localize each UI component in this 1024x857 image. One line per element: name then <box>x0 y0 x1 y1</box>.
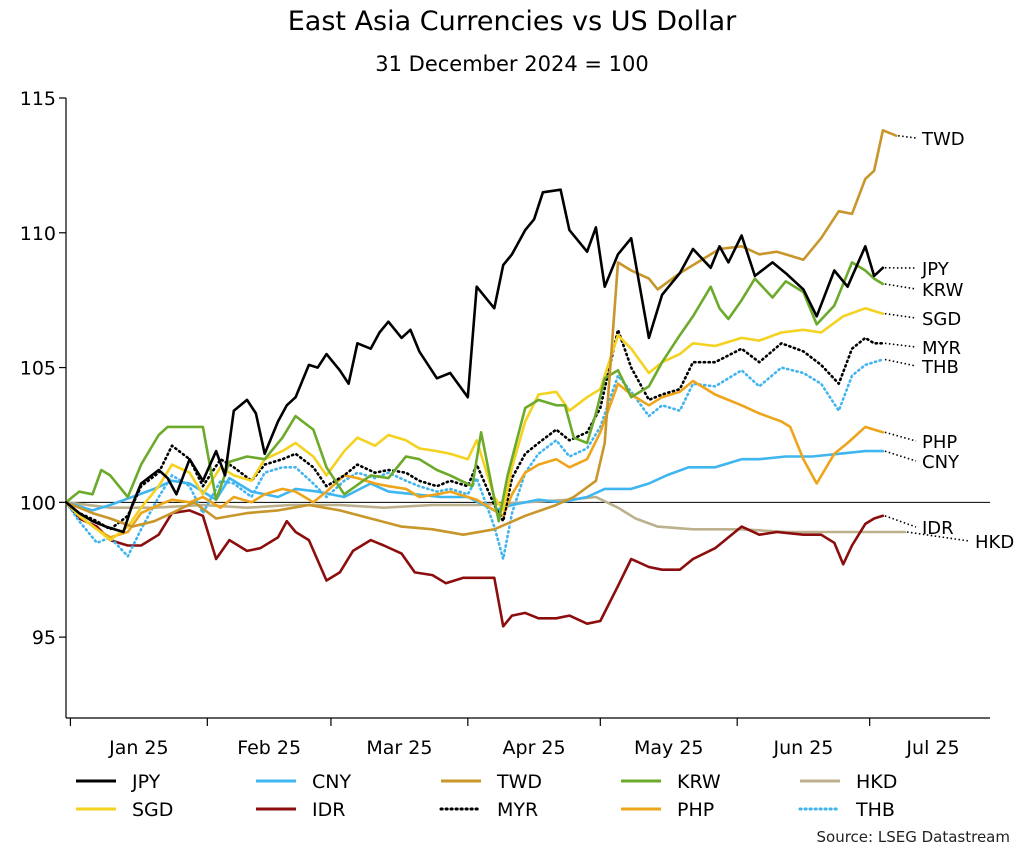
end-label-leader-twd <box>898 134 917 139</box>
end-label-leader-php <box>884 431 917 442</box>
legend-label-twd: TWD <box>496 771 542 793</box>
legend-label-php: PHP <box>677 799 714 821</box>
y-tick-label: 95 <box>32 627 56 649</box>
source-note: Source: LSEG Datastream <box>816 828 1010 846</box>
legend-label-sgd: SGD <box>132 799 173 821</box>
x-tick-label: Apr 25 <box>503 737 566 759</box>
series-line-jpy <box>64 188 885 534</box>
series-line-idr <box>64 500 885 628</box>
y-tick-label: 100 <box>20 492 56 514</box>
legend-label-thb: THB <box>855 799 895 821</box>
chart-subtitle: 31 December 2024 = 100 <box>375 52 649 76</box>
y-tick-label: 110 <box>20 223 56 245</box>
end-label-jpy: JPY <box>921 259 950 280</box>
legend-label-myr: MYR <box>497 799 538 821</box>
end-label-leader-thb <box>884 358 917 367</box>
chart-axes: 95 100 105 110 115 Jan 25 Feb 25 Mar 25 Apr 25 Ma… <box>20 88 990 759</box>
end-label-leader-cny <box>884 450 917 462</box>
y-tick-label: 115 <box>20 88 56 110</box>
series-line-twd <box>64 129 898 537</box>
end-label-leader-idr <box>884 515 917 528</box>
x-tick-label: May 25 <box>634 737 704 759</box>
chart-series-lines <box>64 129 907 628</box>
series-line-myr <box>64 328 885 531</box>
end-label-leader-hkd <box>906 531 970 542</box>
x-tick-label: Mar 25 <box>366 737 432 759</box>
end-label-myr: MYR <box>922 338 961 359</box>
x-tick-label: Feb 25 <box>237 737 301 759</box>
end-label-hkd: HKD <box>975 532 1014 553</box>
series-line-krw <box>64 261 885 523</box>
x-tick-label: Jul 25 <box>905 737 959 759</box>
x-tick-label: Jun 25 <box>772 737 833 759</box>
x-tick-label: Jan 25 <box>108 737 169 759</box>
chart-legend: JPY CNY TWD KRW HKD SGD IDR MYR PHP THB <box>76 771 897 821</box>
end-label-leader-myr <box>884 342 917 348</box>
legend-label-krw: KRW <box>677 771 721 793</box>
series-line-php <box>64 379 885 539</box>
series-line-sgd <box>64 306 885 542</box>
legend-label-hkd: HKD <box>856 771 897 793</box>
end-label-leader-krw <box>884 283 917 290</box>
end-label-leader-sgd <box>884 312 917 319</box>
legend-label-cny: CNY <box>312 771 351 793</box>
legend-label-jpy: JPY <box>131 771 161 793</box>
end-label-cny: CNY <box>922 452 960 473</box>
end-label-twd: TWD <box>921 129 965 150</box>
end-label-idr: IDR <box>922 518 954 539</box>
end-label-php: PHP <box>922 432 957 453</box>
end-label-krw: KRW <box>922 280 964 301</box>
y-tick-label: 105 <box>20 358 56 380</box>
legend-label-idr: IDR <box>312 799 345 821</box>
end-label-sgd: SGD <box>922 309 961 330</box>
chart-title: East Asia Currencies vs US Dollar <box>287 6 737 37</box>
end-label-thb: THB <box>921 357 959 378</box>
